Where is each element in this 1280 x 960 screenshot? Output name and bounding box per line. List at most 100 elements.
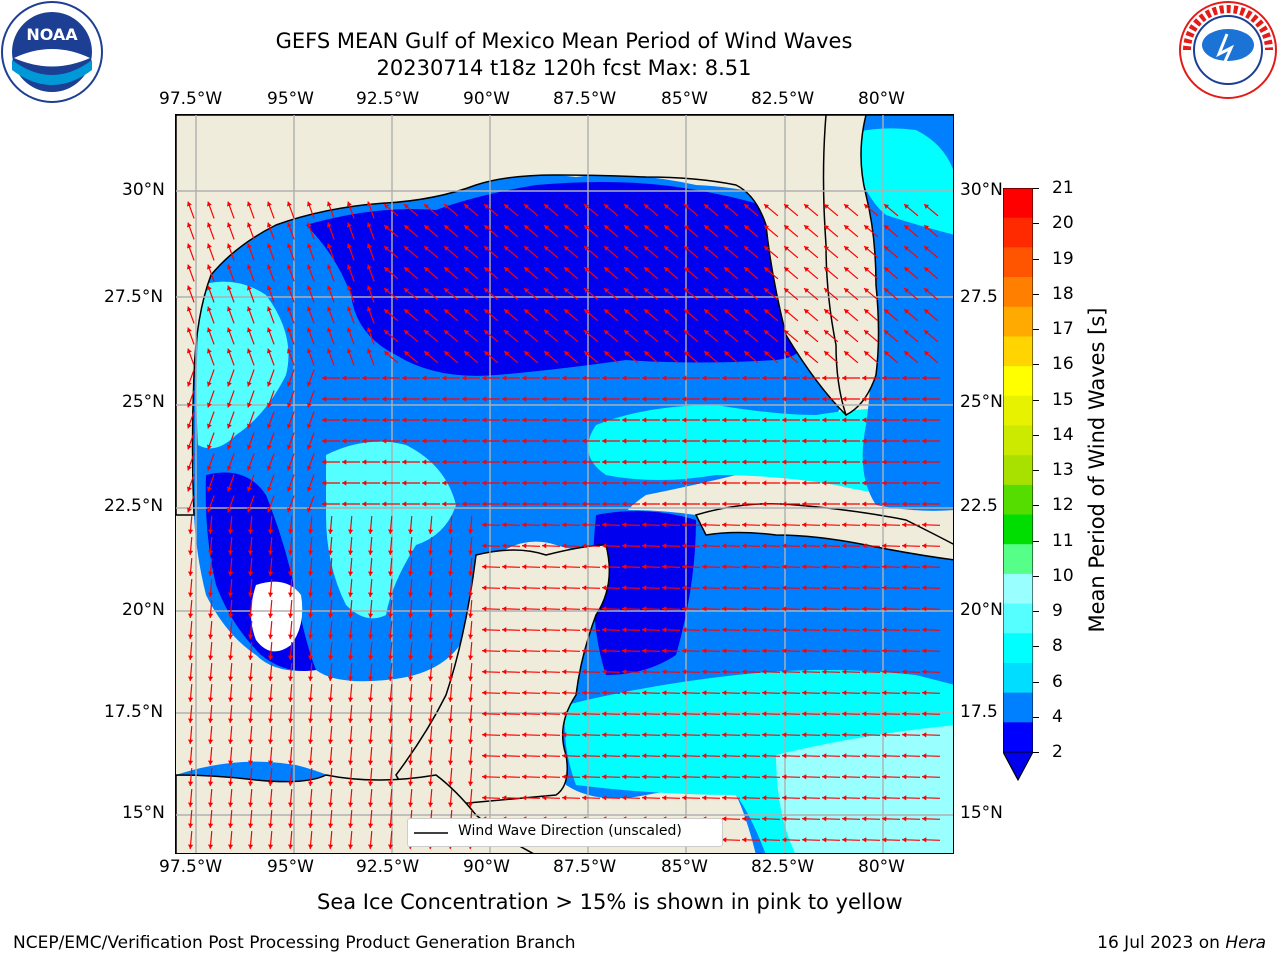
colorbar-tick-label: 8 [1052, 636, 1063, 657]
wave-arrow-head [564, 204, 570, 209]
wave-arrow-head [924, 351, 930, 356]
wave-arrow-head [662, 606, 667, 612]
wave-arrow-head [404, 288, 410, 293]
wave-arrow-head [904, 288, 910, 293]
wave-arrow-head [602, 396, 607, 402]
wave-arrow-head [228, 613, 234, 618]
wave-arrow-head [248, 760, 254, 765]
wave-arrow-head [288, 676, 294, 681]
wave-arrow-head [722, 459, 727, 465]
wave-arrow-head [882, 564, 887, 570]
wave-arrow-head [582, 669, 587, 675]
wave-arrow-head [408, 613, 414, 618]
wave-arrow-head [482, 669, 487, 675]
wave-arrow-head [804, 330, 810, 335]
wave-arrow-head [862, 459, 867, 465]
wave-arrow-head [542, 396, 547, 402]
wave-arrow-head [822, 732, 827, 738]
wave-arrow-head [442, 480, 447, 486]
wave-arrow-head [562, 669, 567, 675]
wave-arrow-head [884, 288, 890, 293]
wave-arrow-head [564, 288, 570, 293]
wave-arrow-head [542, 627, 547, 633]
wave-arrow-head [722, 480, 727, 486]
lat-label-right: 20°N [960, 600, 1003, 620]
wave-arrow-head [782, 690, 787, 696]
wave-arrow-head [904, 309, 910, 314]
lat-label-left: 27.5°N [104, 287, 164, 307]
wave-arrow-head [924, 225, 930, 230]
wave-arrow-head [228, 697, 234, 702]
wave-arrow-head [924, 246, 930, 251]
wave-arrow-head [904, 204, 910, 209]
wave-arrow-head [186, 348, 192, 354]
wave-arrow-head [642, 438, 647, 444]
wave-arrow-head [824, 204, 830, 209]
wave-arrow-head [622, 711, 627, 717]
wave-arrow-head [226, 243, 232, 249]
wave-arrow-head [286, 444, 292, 450]
wave-arrow-head [464, 246, 470, 251]
wave-arrow-head [206, 507, 212, 513]
wave-arrow-head [722, 585, 727, 591]
legend-label: Wind Wave Direction (unscaled) [458, 823, 682, 839]
wave-arrow-head [266, 402, 272, 408]
wave-arrow-head [902, 585, 907, 591]
lon-label-bottom: 80°W [858, 857, 905, 877]
wave-arrow-head [742, 375, 747, 381]
lat-label-right: 25°N [960, 392, 1003, 412]
wave-arrow-head [368, 823, 374, 828]
wave-arrow-head [582, 648, 587, 654]
wave-arrow-head [902, 816, 907, 822]
wave-arrow-head [622, 564, 627, 570]
wave-arrow-head [186, 201, 192, 207]
wave-arrow-head [206, 306, 212, 312]
wave-arrow-head [704, 246, 710, 251]
wave-arrow-head [544, 267, 550, 272]
wave-arrow-head [822, 480, 827, 486]
wave-arrow-head [464, 351, 470, 356]
lon-label-top: 90°W [463, 89, 510, 109]
wave-arrow-head [348, 592, 354, 597]
wave-arrow-head [684, 225, 690, 230]
wave-arrow-head [682, 438, 687, 444]
wave-arrow-head [702, 606, 707, 612]
wave-arrow-head [802, 711, 807, 717]
wave-arrow-head [388, 697, 394, 702]
wave-arrow-head [188, 802, 194, 807]
wave-arrow-head [186, 222, 192, 228]
wave-arrow-head [702, 417, 707, 423]
wave-arrow-head [784, 288, 790, 293]
wave-arrow-head [642, 627, 647, 633]
wave-arrow-head [366, 348, 372, 354]
wave-arrow-head [328, 739, 334, 744]
wave-arrow-head [206, 348, 212, 354]
wave-arrow-head [842, 396, 847, 402]
wave-arrow-head [448, 550, 454, 555]
wave-arrow-head [602, 417, 607, 423]
wave-arrow-head [762, 417, 767, 423]
wave-arrow-head [864, 309, 870, 314]
wave-arrow-head [188, 739, 194, 744]
wave-arrow-head [882, 669, 887, 675]
wave-arrow-head [424, 204, 430, 209]
wave-arrow-head [824, 246, 830, 251]
wave-arrow-head [342, 459, 347, 465]
wave-arrow-head [368, 802, 374, 807]
wave-arrow-head [502, 543, 507, 549]
wave-arrow-head [542, 648, 547, 654]
wave-arrow-head [246, 327, 252, 333]
colorbar-tick-mark [1033, 575, 1039, 577]
wave-arrow-head [842, 774, 847, 780]
wave-arrow-head [448, 760, 454, 765]
wave-arrow-head [742, 711, 747, 717]
wave-arrow-head [904, 267, 910, 272]
wave-arrow-head [682, 522, 687, 528]
wave-arrow-head [368, 718, 374, 723]
wave-arrow-head [742, 396, 747, 402]
wave-arrow-head [662, 417, 667, 423]
wave-arrow-head [544, 288, 550, 293]
wave-arrow-head [348, 823, 354, 828]
wave-arrow-head [246, 381, 252, 387]
wave-arrow-head [442, 459, 447, 465]
